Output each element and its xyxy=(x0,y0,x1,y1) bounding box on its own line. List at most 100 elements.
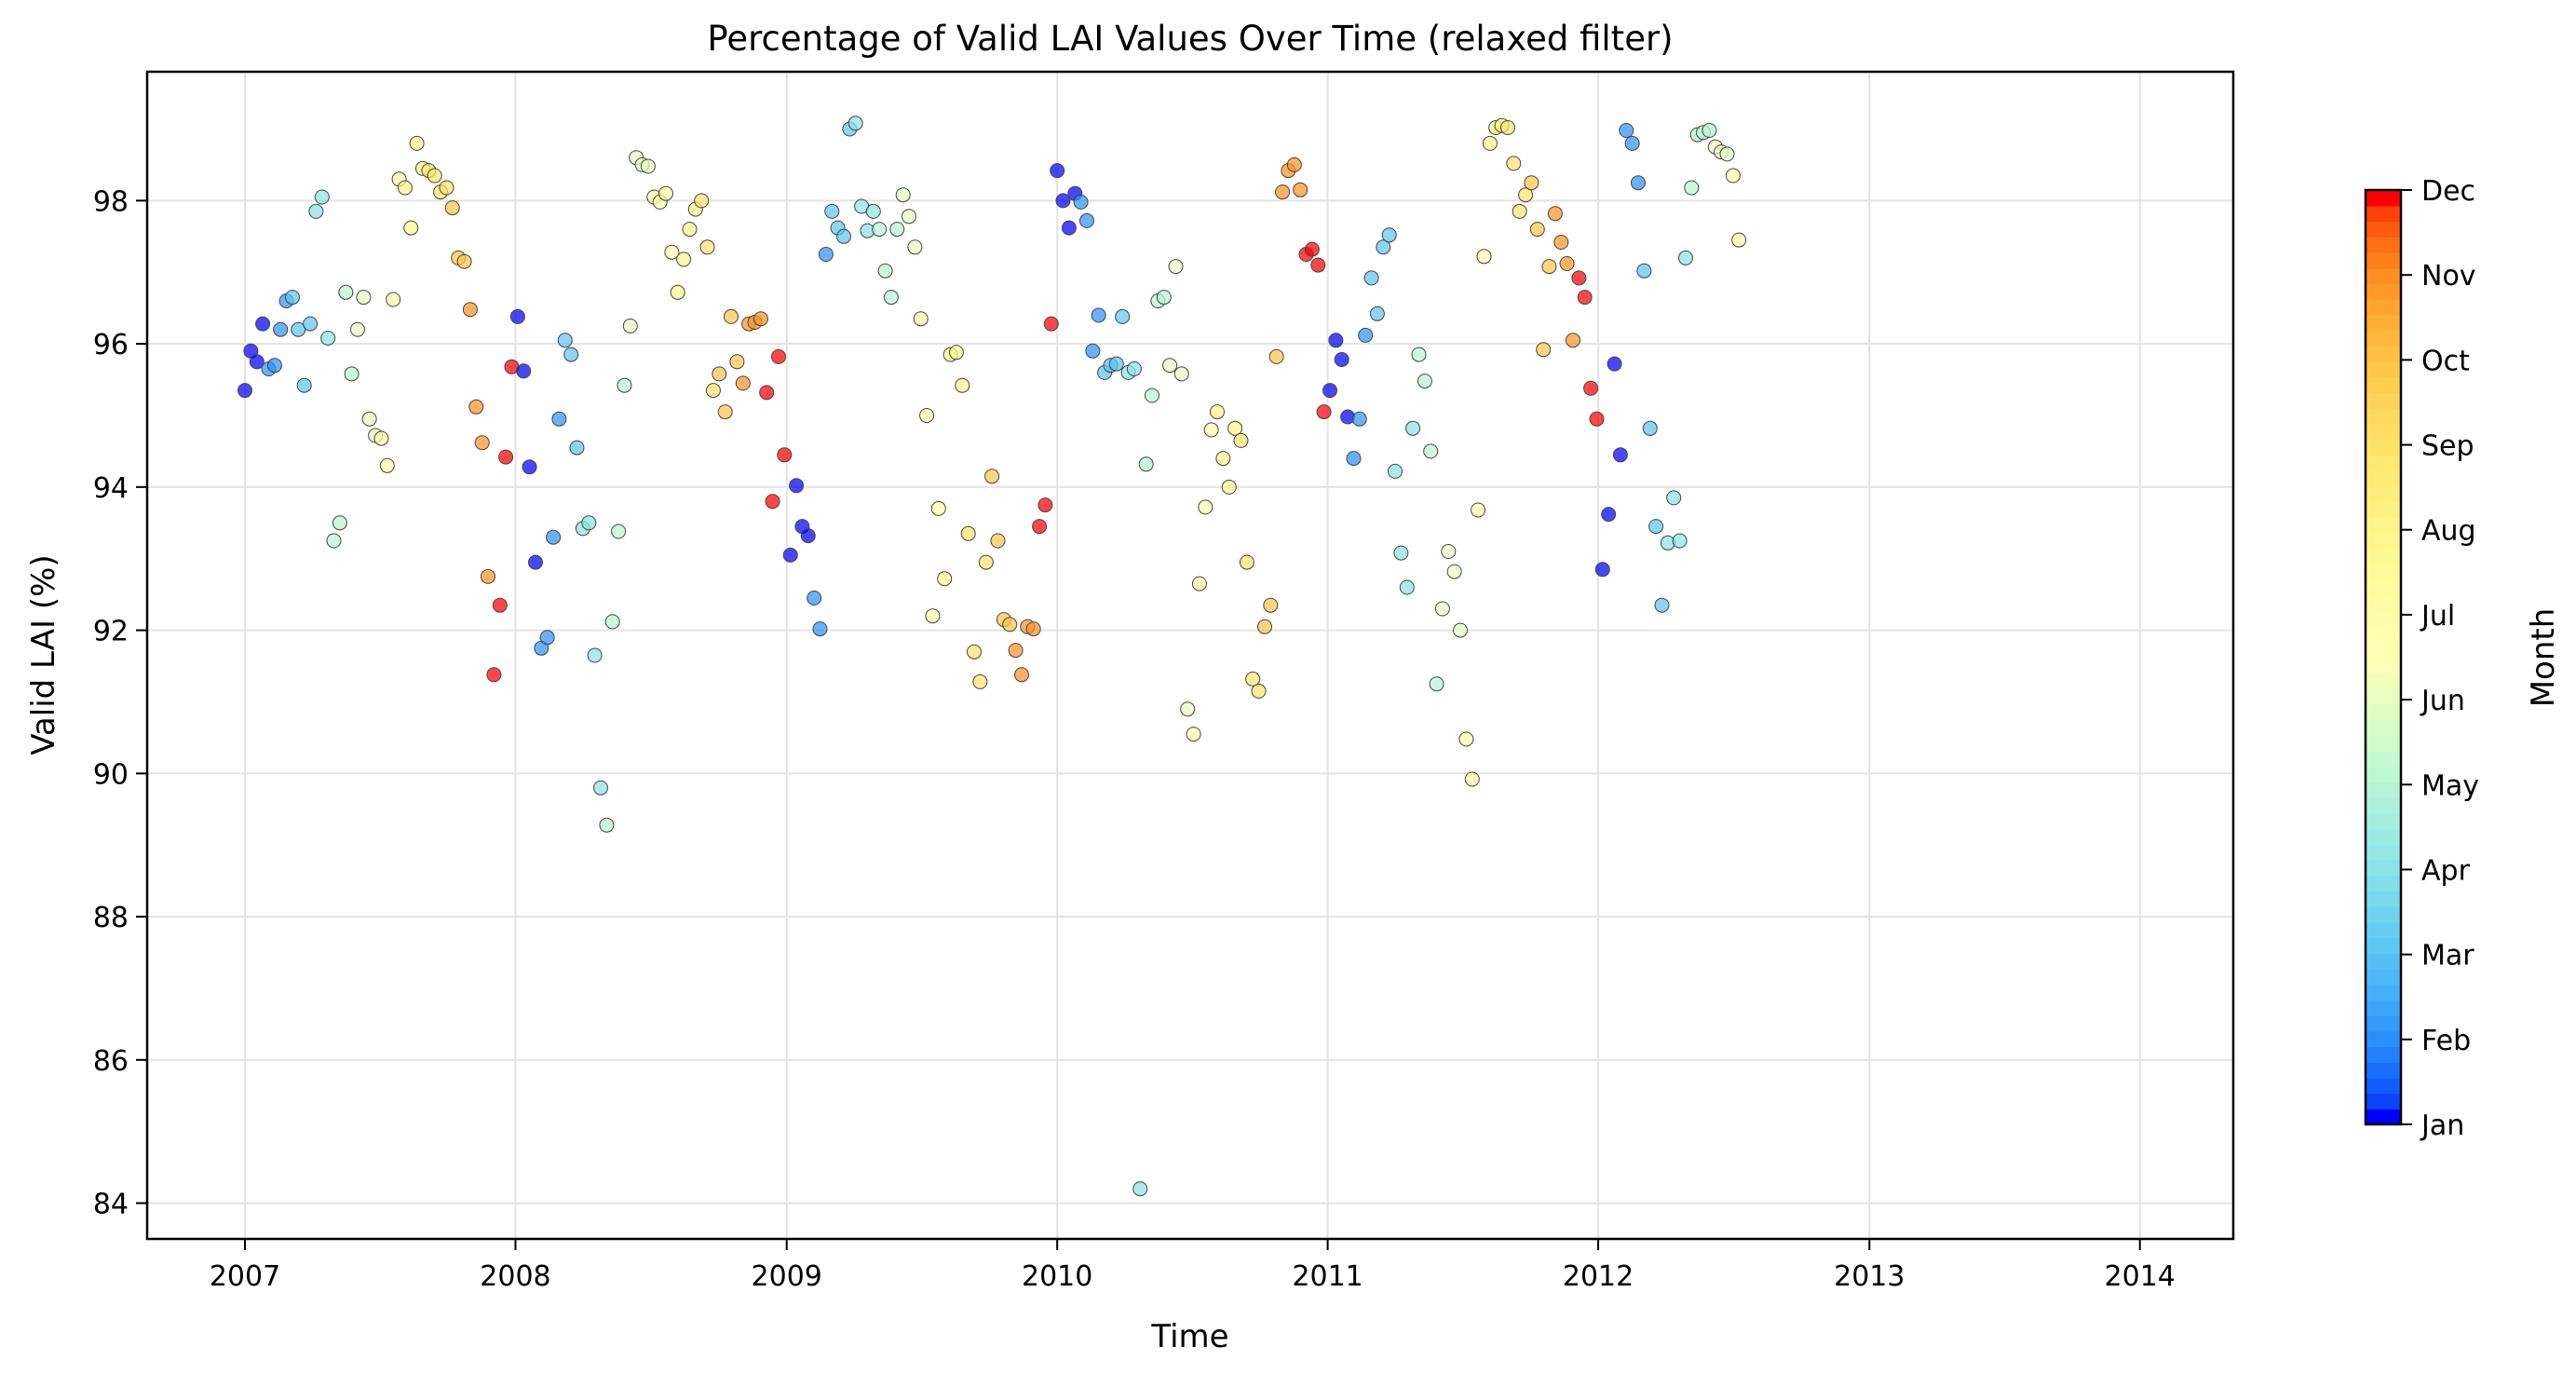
colorbar-tick-label: Jan xyxy=(2420,1109,2464,1142)
colorbar-band xyxy=(2366,796,2401,814)
colorbar-band xyxy=(2366,1077,2401,1095)
scatter-point: 2009-05-06: 97.6 xyxy=(872,222,888,238)
colorbar-band xyxy=(2366,205,2401,223)
colorbar-band xyxy=(2366,844,2401,861)
scatter-point: 2009-07-25: 93.7 xyxy=(930,500,946,516)
scatter-point: 2007-08-05: 98.18 xyxy=(397,180,413,196)
x-tick-label: 2008 xyxy=(480,1260,550,1293)
y-axis-title: Valid LAI (%) xyxy=(25,554,62,755)
scatter-point: 2010-12-27: 95.05 xyxy=(1316,404,1332,420)
colorbar-band xyxy=(2366,875,2401,892)
scatter-point: 2007-12-19: 94.42 xyxy=(498,449,514,465)
scatter-point: 2008-10-26: 95.75 xyxy=(729,354,745,370)
colorbar-band xyxy=(2366,548,2401,565)
scatter-point: 2007-06-18: 94.95 xyxy=(361,411,377,427)
scatter-point: 2012-07-01: 98.35 xyxy=(1725,168,1741,184)
scatter-point: 2009-12-24: 96.28 xyxy=(1043,316,1059,332)
scatter-point: 2009-05-30: 97.6 xyxy=(889,222,905,238)
plot-area-frame xyxy=(145,70,2235,1241)
colorbar-band xyxy=(2366,703,2401,721)
scatter-point: 2011-03-17: 97.35 xyxy=(1376,239,1391,255)
scatter-point: 2012-07-09: 97.45 xyxy=(1731,232,1747,248)
scatter-point: 2010-06-10: 97.08 xyxy=(1168,259,1184,275)
scatter-point: 2010-08-29: 94.82 xyxy=(1227,420,1243,436)
scatter-point: 2008-05-27: 95.42 xyxy=(617,377,632,393)
colorbar-band xyxy=(2366,1109,2401,1125)
scatter-point: 2011-08-08: 98.8 xyxy=(1482,135,1498,151)
colorbar-band xyxy=(2366,392,2401,409)
scatter-point: 2010-02-02: 97.98 xyxy=(1073,194,1089,210)
scatter-point: 2010-07-04: 90.55 xyxy=(1186,727,1201,742)
colorbar-band xyxy=(2366,1000,2401,1016)
scatter-point: 2009-09-27: 92.95 xyxy=(978,554,994,570)
x-tick-label: 2012 xyxy=(1563,1260,1634,1293)
scatter-point: 2011-01-04: 95.35 xyxy=(1322,383,1337,399)
scatter-point: 2008-07-30: 97.28 xyxy=(664,244,680,260)
scatter-point: 2010-02-18: 95.9 xyxy=(1085,343,1101,359)
scatter-point: 2010-06-26: 90.9 xyxy=(1180,701,1196,717)
scatter-point: 2012-04-28: 97.2 xyxy=(1678,250,1693,265)
scatter-point: 2008-12-21: 95.82 xyxy=(771,348,786,364)
colorbar-frame xyxy=(2364,188,2403,1126)
colorbar-band xyxy=(2366,376,2401,394)
y-tick-label: 94 xyxy=(93,472,129,505)
scatter-point: 2011-11-20: 97.12 xyxy=(1559,256,1575,271)
scatter-point: 2010-12-11: 97.32 xyxy=(1304,241,1320,257)
scatter-point: 2007-05-25: 95.58 xyxy=(344,366,359,382)
scatter-point: 2007-11-25: 92.75 xyxy=(481,568,495,584)
scatter-point: 2010-09-30: 91.15 xyxy=(1251,683,1267,699)
colorbar-band xyxy=(2366,221,2401,238)
scatter-point: 2011-09-17: 97.85 xyxy=(1512,203,1527,219)
colorbar-band xyxy=(2366,314,2401,332)
scatter-point: 2009-02-07: 92.45 xyxy=(807,591,822,605)
scatter-point: 2007-07-04: 94.68 xyxy=(373,430,389,446)
scatter-point: 2012-05-30: 98.98 xyxy=(1702,123,1717,138)
x-tick-label: 2007 xyxy=(210,1260,280,1293)
scatter-point: 2008-11-27: 96.35 xyxy=(752,311,768,327)
colorbar-band xyxy=(2366,859,2401,877)
scatter-point: 2011-07-07: 90.48 xyxy=(1458,731,1474,747)
scatter-point: 2011-03-25: 97.52 xyxy=(1381,227,1397,243)
scatter-point: 2011-10-11: 97.6 xyxy=(1529,222,1545,238)
scatter-point: 2011-05-12: 95.48 xyxy=(1417,374,1432,389)
scatter-point: 2012-03-19: 93.45 xyxy=(1648,519,1664,535)
scatter-point: 2009-03-19: 97.5 xyxy=(836,228,851,244)
colorbar-band xyxy=(2366,657,2401,674)
scatter-point: 2010-04-23: 84.2 xyxy=(1132,1181,1148,1197)
colorbar-band xyxy=(2366,1062,2401,1079)
scatter-point: 2008-03-08: 96.05 xyxy=(557,333,573,348)
scatter-point: 2010-10-24: 95.82 xyxy=(1268,348,1284,364)
scatter-point: 2007-01-01: 95.35 xyxy=(237,383,252,399)
scatter-point: 2011-06-13: 93.1 xyxy=(1441,544,1457,559)
colorbar-band xyxy=(2366,641,2401,659)
x-tick-label: 2009 xyxy=(752,1260,822,1293)
colorbar-band xyxy=(2366,346,2401,362)
scatter-point: 2009-06-07: 98.08 xyxy=(895,187,911,203)
scatter-point: 2007-07-20: 96.62 xyxy=(386,292,401,307)
scatter-point: 2007-11-09: 95.12 xyxy=(468,399,484,415)
scatter-point: 2008-04-25: 89.8 xyxy=(593,780,608,796)
colorbar-band xyxy=(2366,469,2401,487)
colorbar-band xyxy=(2366,626,2401,643)
scatter-point: 2008-12-29: 94.45 xyxy=(777,447,793,463)
scatter-point: 2009-07-17: 92.2 xyxy=(925,608,941,624)
scatter-point: 2009-10-29: 92.08 xyxy=(1002,617,1018,633)
scatter-point: 2011-06-21: 92.82 xyxy=(1446,564,1462,579)
colorbar-band xyxy=(2366,812,2401,830)
scatter-point: 2008-08-23: 97.6 xyxy=(682,222,698,238)
scatter-point: 2012-01-07: 92.85 xyxy=(1594,562,1610,578)
scatter-point: 2008-04-17: 91.65 xyxy=(587,647,603,663)
scatter-point: 2011-07-15: 89.92 xyxy=(1464,771,1480,787)
scatter-point: 2011-04-02: 94.22 xyxy=(1388,463,1403,479)
scatter-point: 2010-10-16: 92.35 xyxy=(1263,597,1279,613)
colorbar-band xyxy=(2366,594,2401,612)
scatter-point: 2011-03-09: 96.42 xyxy=(1369,306,1385,321)
scatter-point: 2011-11-12: 97.42 xyxy=(1553,235,1569,250)
scatter-point: 2007-03-22: 95.42 xyxy=(296,377,312,393)
scatter-point: 2012-02-16: 98.8 xyxy=(1624,135,1640,151)
scatter-point: 2012-06-23: 98.65 xyxy=(1719,146,1735,162)
scatter-point: 2010-10-08: 92.05 xyxy=(1257,619,1272,634)
scatter-point: 2008-02-13: 91.9 xyxy=(539,630,555,646)
scatter-point: 2008-02-29: 94.95 xyxy=(551,411,567,427)
